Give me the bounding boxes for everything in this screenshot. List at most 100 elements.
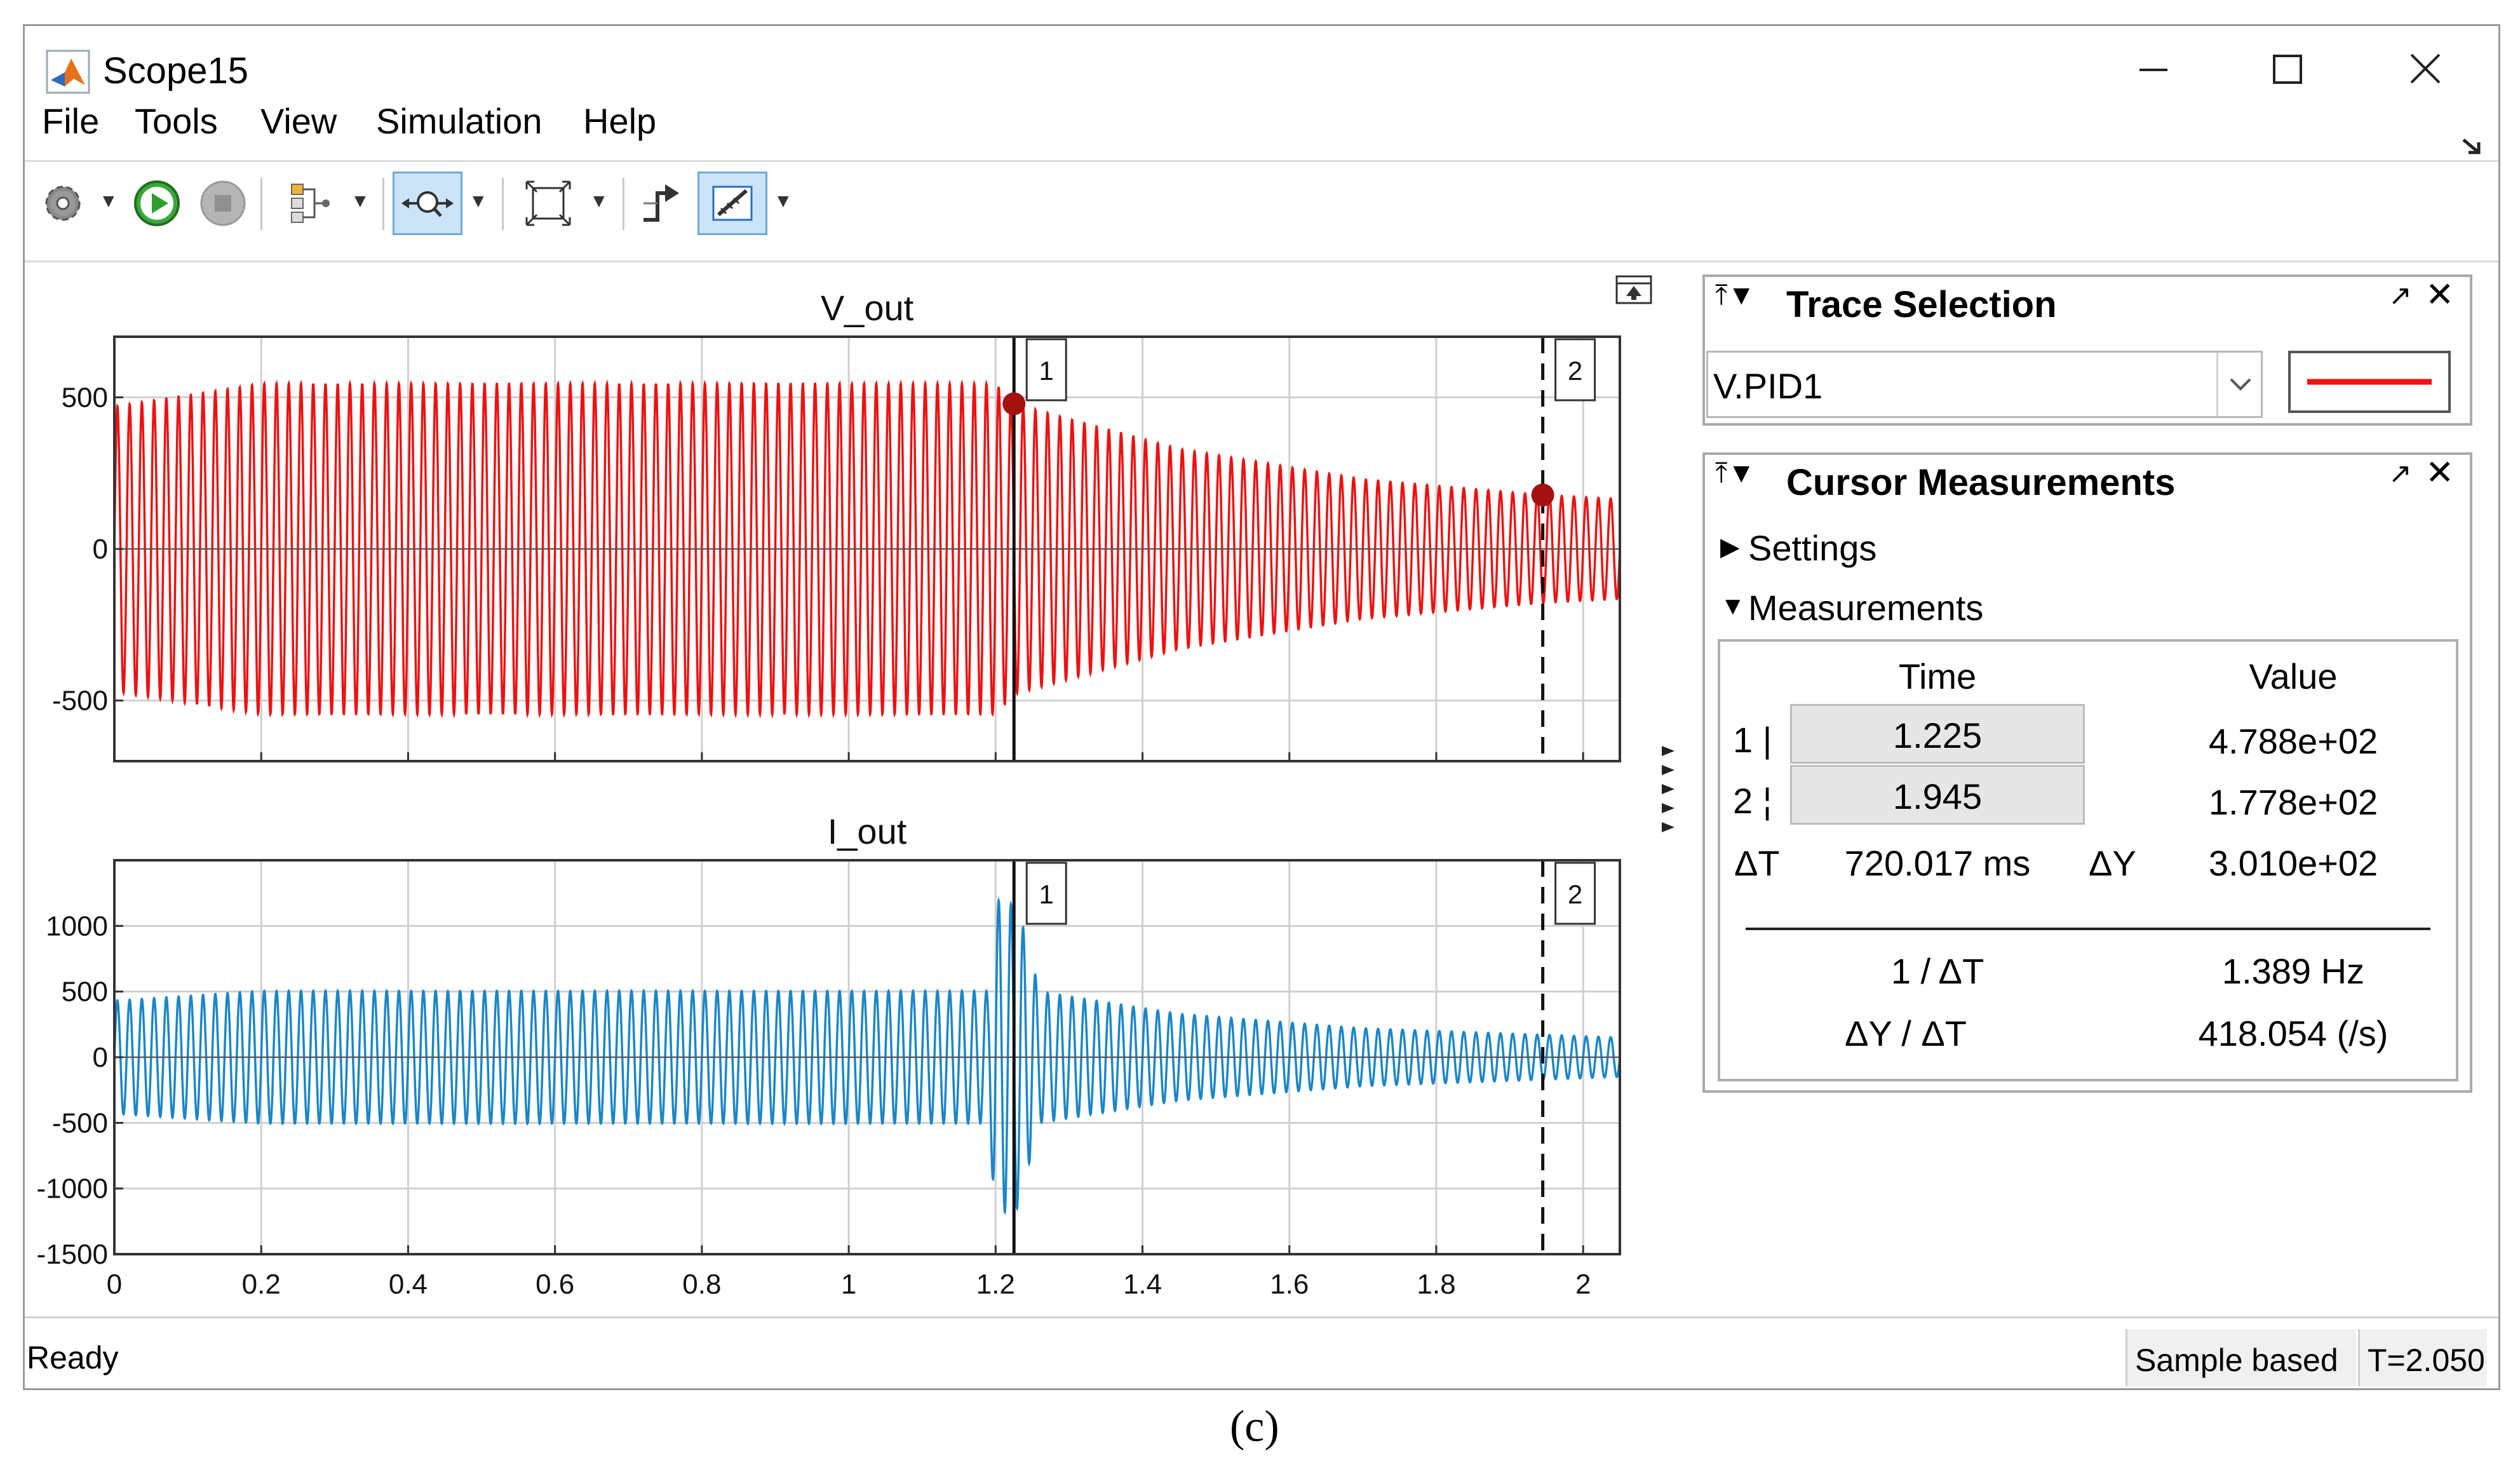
x-tick-label: 1 (841, 1269, 856, 1300)
scope-plots: 1 2 -500 0 500 V_out 1 2 -1500 -1000 -500 0 500 1000… (36, 288, 1621, 1300)
cursor-marker (1531, 483, 1554, 507)
x-tick-label: 0 (107, 1269, 122, 1300)
stop-icon[interactable] (188, 172, 258, 235)
time-header: Time (1898, 656, 1977, 696)
cursor1-value: 4.788e+02 (2208, 721, 2378, 761)
run-icon[interactable] (122, 172, 192, 235)
cursor-label: 1 (1039, 879, 1054, 909)
toolbar-separator (382, 178, 384, 230)
menu-tools[interactable]: Tools (135, 101, 218, 141)
scale-axes-icon[interactable] (513, 172, 583, 235)
i-out-axes: 1 2 -1500 -1000 -500 0 500 1000 0 0.2 0.4 0.6 0.8 1 1.… (36, 811, 1621, 1300)
panel-dock-icon[interactable]: ⤒▼ (1715, 280, 1755, 311)
y-tick-label: -1500 (36, 1239, 108, 1270)
zoom-x-icon[interactable] (393, 172, 462, 235)
measurements-table (1718, 639, 2458, 1081)
slope-label: ΔY / ΔT (1844, 1013, 1967, 1053)
toolbar-separator (623, 178, 624, 230)
expand-right-icon[interactable]: ▶ (1720, 533, 1740, 561)
status-time-box: T=2.050 (2358, 1329, 2487, 1386)
y-tick-label: 0 (93, 534, 108, 565)
panel-close-icon[interactable]: ✕ (2425, 276, 2455, 314)
delta-t-label: ΔT (1734, 843, 1780, 883)
cursor2-label: 2 ¦ (1733, 781, 1772, 821)
cursor1-label: 1 | (1733, 720, 1772, 760)
x-tick-label: 1.2 (976, 1269, 1015, 1300)
y-tick-label: 1000 (46, 910, 108, 942)
collapse-down-icon[interactable]: ▼ (1720, 592, 1746, 620)
x-tick-label: 1.4 (1123, 1269, 1162, 1300)
status-mode: Sample based (2135, 1342, 2338, 1378)
x-tick-label: 1.8 (1417, 1269, 1455, 1300)
toolbar-separator (502, 178, 504, 230)
zoom-dropdown-icon[interactable]: ▼ (469, 191, 488, 212)
plot-title: V_out (821, 288, 914, 328)
menu-file[interactable]: File (42, 101, 100, 141)
status-mode-box: Sample based (2126, 1329, 2356, 1386)
status-divider (25, 1316, 2498, 1318)
panel-collapse-arrows-icon[interactable] (1658, 743, 1683, 858)
inverse-delta-t-value: 1.389 Hz (2221, 951, 2365, 991)
cursor2-time-field[interactable]: 1.945 (1790, 765, 2085, 825)
plot-title: I_out (828, 811, 907, 851)
x-tick-label: 1.6 (1270, 1269, 1309, 1300)
settings-dropdown-icon[interactable]: ▼ (99, 191, 118, 212)
status-time: T=2.050 (2368, 1342, 2485, 1378)
cursor2-time-value: 1.945 (1892, 776, 1983, 816)
scale-dropdown-icon[interactable]: ▼ (590, 191, 609, 212)
minimize-icon[interactable] (2128, 47, 2179, 91)
slope-value: 418.054 (/s) (2198, 1013, 2389, 1053)
x-tick-label: 0.8 (682, 1269, 721, 1300)
cursor-measurements-title: Cursor Measurements (1786, 462, 2176, 503)
matlab-logo-icon (46, 50, 90, 94)
measurements-divider (1746, 928, 2430, 930)
y-tick-label: -500 (52, 686, 108, 717)
trace-dropdown[interactable]: V.PID1 (1706, 351, 2263, 418)
x-tick-label: 0.6 (536, 1269, 574, 1300)
x-tick-label: 0.2 (242, 1269, 281, 1300)
v-out-axes: 1 2 -500 0 500 V_out (52, 288, 1621, 762)
cursor-marker (1002, 392, 1026, 416)
x-tick-label: 2 (1575, 1269, 1591, 1300)
menu-help[interactable]: Help (583, 101, 657, 141)
cursor-label-box (1554, 862, 1596, 925)
routing-dropdown-icon[interactable]: ▼ (351, 191, 370, 212)
menu-simulation[interactable]: Simulation (376, 101, 542, 141)
delta-y-value: 3.010e+02 (2208, 843, 2378, 883)
y-tick-label: 500 (62, 382, 108, 413)
settings-section-toggle[interactable]: Settings (1748, 528, 1877, 568)
inverse-delta-t-label: 1 / ΔT (1890, 951, 1984, 991)
undock-arrow-icon[interactable] (2460, 133, 2485, 159)
cursor-label: 1 (1039, 356, 1054, 386)
trigger-icon[interactable] (628, 172, 697, 235)
maximize-icon[interactable] (2261, 47, 2312, 91)
pin-toolbar-icon[interactable] (1615, 274, 1653, 306)
delta-t-value: 720.017 ms (1844, 843, 2031, 883)
panel-undock-icon[interactable]: ↗ (2389, 280, 2412, 311)
status-ready: Ready (27, 1340, 119, 1376)
y-tick-label: 0 (93, 1042, 108, 1073)
cursor-label-box (1025, 338, 1067, 402)
menu-divider (25, 160, 2498, 162)
panel-dock-icon[interactable]: ⤒▼ (1715, 457, 1755, 489)
close-icon[interactable] (2400, 47, 2451, 91)
figure-caption: (c) (1230, 1402, 1279, 1451)
cursor-measurements-icon[interactable] (697, 172, 767, 235)
cursor1-time-value: 1.225 (1892, 715, 1983, 755)
trace-line-style-button[interactable] (2288, 351, 2451, 413)
panel-close-icon[interactable]: ✕ (2425, 454, 2455, 492)
panel-undock-icon[interactable]: ↗ (2389, 458, 2412, 489)
cursor2-value: 1.778e+02 (2208, 782, 2378, 822)
x-tick-label: 0.4 (389, 1269, 428, 1300)
cursor-label-box (1025, 862, 1067, 925)
value-header: Value (2249, 656, 2338, 696)
cursor1-time-field[interactable]: 1.225 (1790, 704, 2085, 764)
cursor-label: 2 (1568, 879, 1582, 909)
settings-gear-icon[interactable] (28, 172, 98, 235)
y-tick-label: 500 (62, 977, 108, 1008)
signal-routing-icon[interactable] (274, 172, 344, 235)
menu-view[interactable]: View (260, 101, 337, 141)
y-tick-label: -1000 (36, 1173, 108, 1205)
cursor-dropdown-icon[interactable]: ▼ (774, 191, 793, 212)
measurements-section-toggle[interactable]: Measurements (1748, 588, 1984, 628)
